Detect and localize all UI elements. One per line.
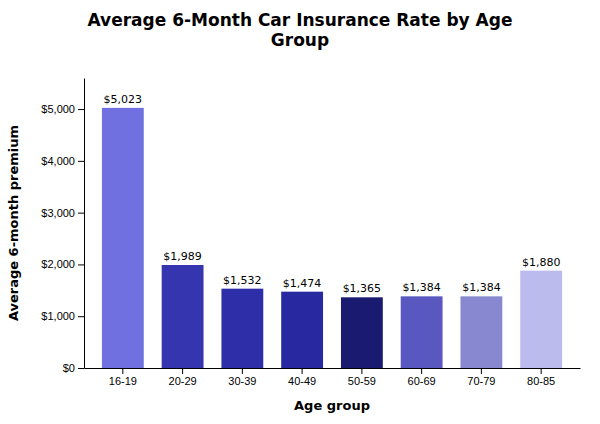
x-tick-mark [421,368,422,374]
x-axis: 16-19 20-29 30-39 40-49 50-59 60-69 70-79 80-85 [85,368,581,387]
x-tick-label: 80-85 [527,375,555,387]
data-label: $1,384 [402,281,441,294]
x-tick: 80-85 [527,368,555,387]
chart: $5,023 $1,989 $1,532 $1,474 $1,365 $1,384 $1,3… [0,0,600,424]
y-tick: $0 [63,362,84,374]
y-tick-mark [78,368,84,369]
x-tick-label: 70-79 [467,375,495,387]
x-tick-mark [122,368,123,374]
bar [162,265,204,368]
data-labels: $5,023 $1,989 $1,532 $1,474 $1,365 $1,384 $1,3… [104,93,561,295]
x-tick: 60-69 [408,368,436,387]
x-tick: 70-79 [467,368,495,387]
bar [401,296,443,368]
x-tick-mark [541,368,542,374]
y-axis-title: Average 6-month premium [6,125,21,321]
data-label: $5,023 [104,93,143,106]
y-tick-mark [78,264,84,265]
bar [520,271,562,368]
y-tick-mark [78,316,84,317]
y-tick-label: $3,000 [41,207,75,219]
y-tick-label: $1,000 [41,310,75,322]
x-tick-label: 20-29 [169,375,197,387]
x-axis-title: Age group [294,398,370,413]
y-tick-label: $0 [63,362,75,374]
data-label: $1,474 [283,277,322,290]
y-tick: $5,000 [41,103,84,115]
y-tick-mark [78,213,84,214]
y-tick-label: $4,000 [41,155,75,167]
x-tick-label: 60-69 [408,375,436,387]
x-tick-mark [182,368,183,374]
x-tick: 16-19 [109,368,137,387]
x-tick: 20-29 [169,368,197,387]
data-label: $1,532 [223,274,262,287]
y-tick: $2,000 [41,258,84,270]
data-label: $1,384 [462,281,501,294]
bar [460,296,502,368]
bar [341,297,383,368]
bar [281,292,323,368]
title: Average 6-Month Car Insurance Rate by Ag… [88,10,513,50]
data-label: $1,989 [163,250,202,263]
x-tick-label: 30-39 [228,375,256,387]
data-label: $1,880 [522,256,561,269]
x-tick-mark [481,368,482,374]
y-tick: $3,000 [41,207,84,219]
y-axis-line [84,79,85,369]
y-tick-label: $5,000 [41,103,75,115]
x-tick-label: 50-59 [348,375,376,387]
title-line: Average 6-Month Car Insurance Rate by Ag… [88,10,513,30]
y-tick: $1,000 [41,310,84,322]
x-axis-line [85,368,581,369]
y-axis: $0 $1,000 $2,000 $3,000 $4,000 $5,000 [41,79,84,375]
x-tick: 40-49 [288,368,316,387]
title-line: Group [271,30,329,50]
y-tick-mark [78,161,84,162]
y-tick: $4,000 [41,155,84,167]
plot: $5,023 $1,989 $1,532 $1,474 $1,365 $1,384 $1,3… [41,79,580,387]
x-tick-label: 16-19 [109,375,137,387]
bar [221,289,263,368]
data-label: $1,365 [343,282,382,295]
y-tick-label: $2,000 [41,258,75,270]
x-tick-label: 40-49 [288,375,316,387]
x-tick-mark [361,368,362,374]
x-tick: 50-59 [348,368,376,387]
x-tick: 30-39 [228,368,256,387]
x-tick-mark [302,368,303,374]
x-tick-mark [242,368,243,374]
bars [102,108,562,368]
bar [102,108,144,368]
y-tick-mark [78,109,84,110]
